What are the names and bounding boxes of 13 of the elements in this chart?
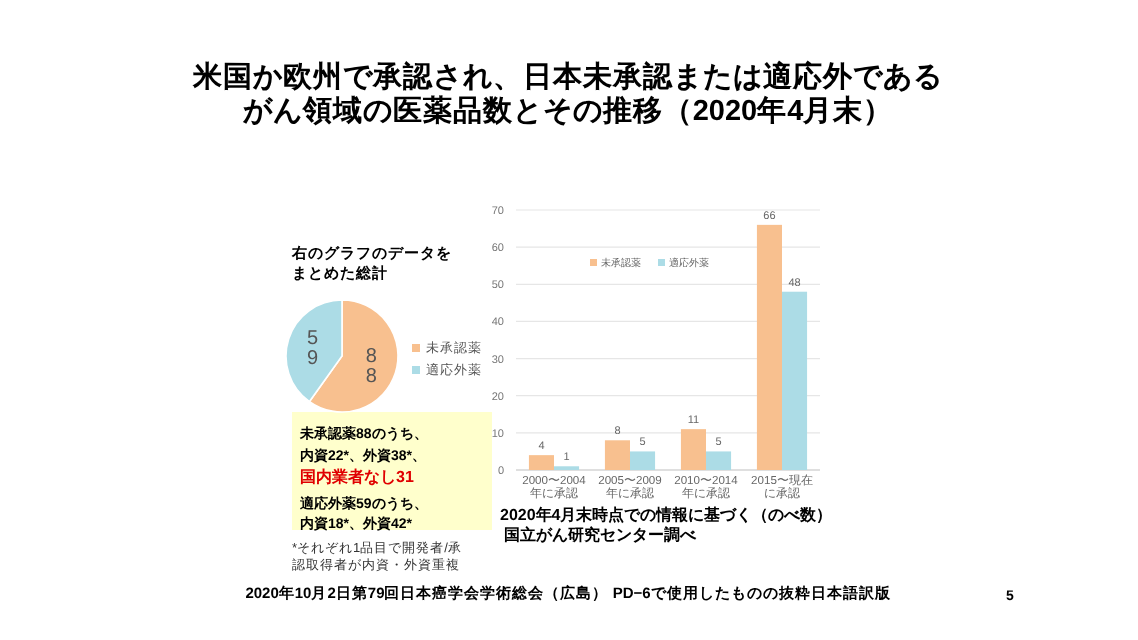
bar: [528, 455, 554, 470]
bar: [630, 451, 656, 470]
bar: [782, 291, 808, 470]
data-label: 8 8: [365, 346, 378, 389]
bar: [706, 451, 732, 470]
bar: [756, 224, 782, 470]
bar: [604, 440, 630, 470]
text: 国内業者なし31: [300, 468, 415, 486]
text: 国立がん研究センター調べ: [504, 524, 698, 544]
bar: [680, 429, 706, 470]
text: 米国か欧州で承認され、日本未承認または適応外であるがん領域の医薬品数とその推移（2020年4月末）: [191, 58, 943, 128]
text: 2020年4月末時点での情報に基づく（のべ数）: [500, 506, 833, 524]
data-label: 5 9: [307, 327, 320, 370]
